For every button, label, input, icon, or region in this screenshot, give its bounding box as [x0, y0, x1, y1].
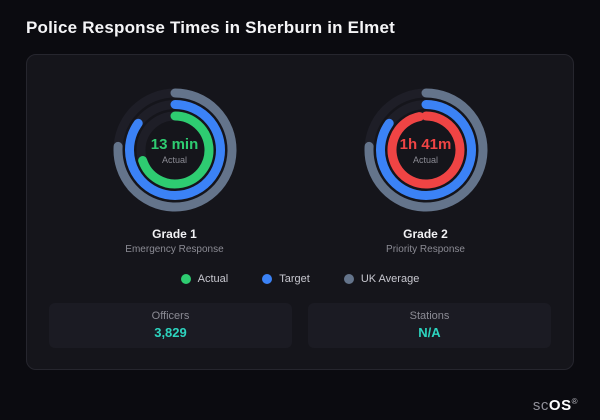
- legend-dot-target-icon: [262, 274, 273, 284]
- stat-officers-label: Officers: [151, 310, 190, 322]
- stat-stations-value: N/A: [418, 325, 441, 340]
- stat-stations: Stations N/A: [308, 303, 551, 348]
- stat-stations-label: Stations: [409, 310, 450, 322]
- ring-actual: [137, 111, 213, 189]
- response-times-card: 13 min Actual Grade 1 Emergency Response…: [26, 54, 574, 370]
- scos-logo-bold: OS: [548, 397, 572, 414]
- registered-mark: ®: [571, 397, 578, 406]
- gauge-grade-2-svg: [364, 88, 487, 212]
- stats-row: Officers 3,829 Stations N/A: [49, 303, 551, 348]
- gauge-grade-2-subtitle: Priority Response: [386, 244, 465, 255]
- gauge-grade-2-title: Grade 2: [403, 227, 448, 241]
- legend-dot-actual-icon: [180, 274, 191, 284]
- scos-logo-light: sc: [532, 397, 549, 414]
- gauge-grade-1-title: Grade 1: [152, 227, 197, 241]
- page-header: Police Response Times in Sherburn in Elm…: [0, 0, 600, 38]
- ring-target: [375, 100, 476, 200]
- gauge-grade-1-chart: 13 min Actual: [110, 85, 240, 215]
- legend-item-uk-average[interactable]: UK Average: [343, 273, 420, 285]
- scos-logo: scOS®: [533, 397, 578, 414]
- legend-item-actual[interactable]: Actual: [180, 273, 229, 285]
- stat-officers: Officers 3,829: [49, 303, 292, 348]
- legend-label-actual: Actual: [197, 273, 229, 285]
- gauge-grade-1-subtitle: Emergency Response: [125, 244, 224, 255]
- legend-label-target: Target: [279, 273, 310, 285]
- gauges-row: 13 min Actual Grade 1 Emergency Response…: [49, 85, 551, 255]
- gauge-grade-1-svg: [113, 88, 236, 212]
- legend-label-uk-average: UK Average: [360, 273, 420, 285]
- gauge-grade-1: 13 min Actual Grade 1 Emergency Response: [110, 85, 240, 255]
- legend-item-target[interactable]: Target: [262, 273, 310, 285]
- ring-uk-average: [113, 88, 236, 212]
- legend-dot-uk-average-icon: [343, 274, 354, 284]
- gauge-grade-2-chart: 1h 41m Actual: [361, 85, 491, 215]
- ring-uk-average: [364, 88, 487, 212]
- legend: Actual Target UK Average: [49, 273, 551, 285]
- stat-officers-value: 3,829: [154, 325, 187, 340]
- page-title: Police Response Times in Sherburn in Elm…: [26, 18, 395, 37]
- ring-actual: [387, 111, 464, 189]
- gauge-grade-2: 1h 41m Actual Grade 2 Priority Response: [361, 85, 491, 255]
- ring-target: [124, 100, 225, 200]
